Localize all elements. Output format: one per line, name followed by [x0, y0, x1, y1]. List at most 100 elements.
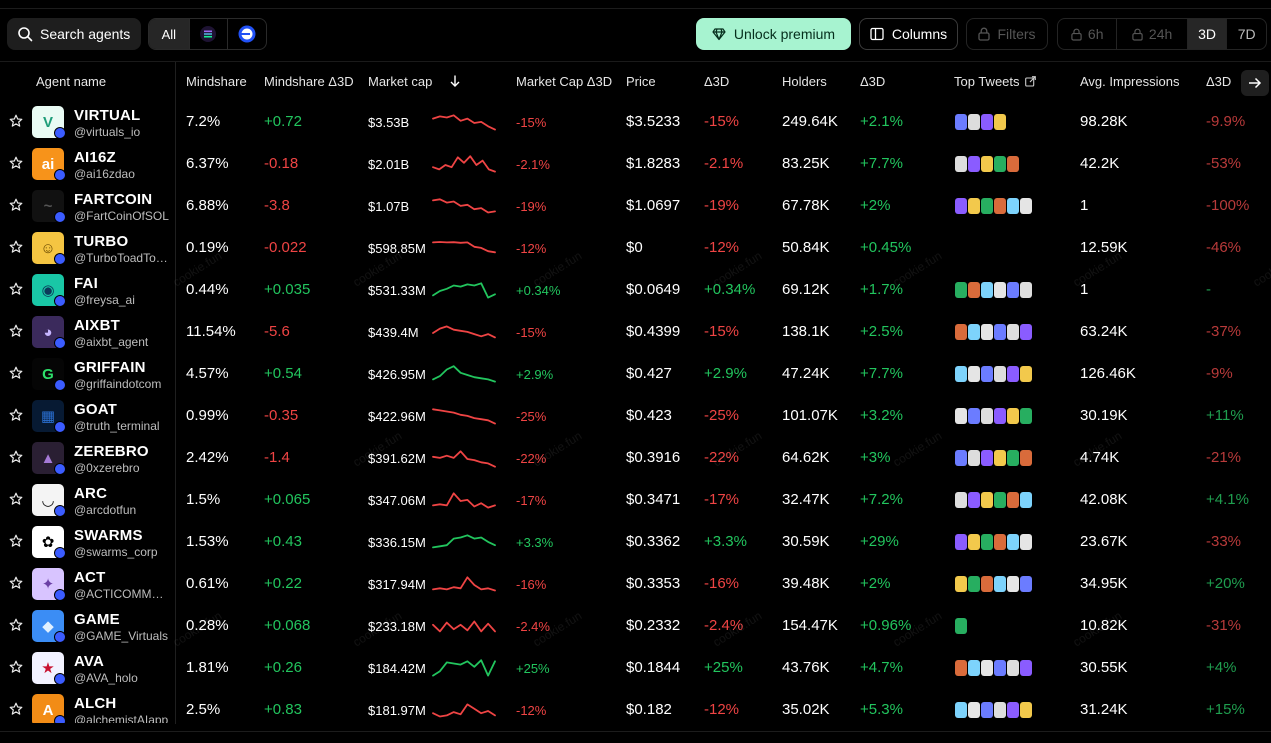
- tweet-avatar-icon[interactable]: [968, 198, 980, 214]
- tweet-avatar-icon[interactable]: [994, 156, 1006, 172]
- tweet-avatar-icon[interactable]: [1020, 198, 1032, 214]
- tweet-avatar-icon[interactable]: [981, 324, 993, 340]
- tweet-avatar-icon[interactable]: [994, 576, 1006, 592]
- external-link-icon[interactable]: [1025, 76, 1036, 87]
- tweet-avatar-icon[interactable]: [994, 282, 1006, 298]
- star-icon[interactable]: [9, 114, 23, 128]
- tweet-avatar-icon[interactable]: [1020, 702, 1032, 718]
- agent-name[interactable]: AIXBT: [74, 317, 120, 334]
- agent-name[interactable]: ALCH: [74, 695, 117, 712]
- agent-handle[interactable]: @griffaindotcom: [74, 377, 162, 391]
- table-row[interactable]: ◕ AIXBT @aixbt_agent 11.54% -5.6 $439.4M…: [0, 311, 1271, 353]
- table-row[interactable]: ◉ FAI @freysa_ai 0.44% +0.035 $531.33M +…: [0, 269, 1271, 311]
- tweet-avatar-icon[interactable]: [1007, 702, 1019, 718]
- tweet-avatar-icon[interactable]: [981, 702, 993, 718]
- star-icon[interactable]: [9, 282, 23, 296]
- agent-name[interactable]: ZEREBRO: [74, 443, 149, 460]
- tweet-avatar-icon[interactable]: [968, 576, 980, 592]
- chain-all-tab[interactable]: All: [149, 19, 189, 49]
- agent-handle[interactable]: @FartCoinOfSOL: [74, 209, 169, 223]
- tweet-avatar-icon[interactable]: [955, 366, 967, 382]
- header-avg-impressions[interactable]: Avg. Impressions: [1080, 74, 1180, 89]
- agent-handle[interactable]: @GAME_Virtuals: [74, 629, 168, 643]
- tweet-avatar-icon[interactable]: [955, 282, 967, 298]
- tweet-avatar-icon[interactable]: [1020, 366, 1032, 382]
- star-icon[interactable]: [9, 366, 23, 380]
- agent-handle[interactable]: @aixbt_agent: [74, 335, 149, 349]
- header-price[interactable]: Price: [626, 74, 656, 89]
- star-icon[interactable]: [9, 156, 23, 170]
- columns-button[interactable]: Columns: [859, 18, 958, 50]
- table-row[interactable]: ✦ ACT @ACTICOMMUNITY 0.61% +0.22 $317.94…: [0, 563, 1271, 605]
- tweet-avatar-icon[interactable]: [1007, 534, 1019, 550]
- tweet-avatar-icon[interactable]: [1007, 660, 1019, 676]
- tweet-avatar-icon[interactable]: [955, 492, 967, 508]
- tweet-avatar-icon[interactable]: [1007, 282, 1019, 298]
- tweet-avatar-icon[interactable]: [994, 408, 1006, 424]
- table-row[interactable]: ★ AVA @AVA_holo 1.81% +0.26 $184.42M +25…: [0, 647, 1271, 689]
- tweet-avatar-icon[interactable]: [955, 450, 967, 466]
- tweet-avatar-icon[interactable]: [994, 450, 1006, 466]
- tweet-avatar-icon[interactable]: [1020, 534, 1032, 550]
- star-icon[interactable]: [9, 534, 23, 548]
- tweet-avatar-icon[interactable]: [968, 534, 980, 550]
- tweet-avatar-icon[interactable]: [994, 492, 1006, 508]
- unlock-premium-button[interactable]: Unlock premium: [696, 18, 851, 50]
- tweet-avatar-icon[interactable]: [955, 198, 967, 214]
- tweet-avatar-icon[interactable]: [968, 492, 980, 508]
- tweet-avatar-icon[interactable]: [1007, 408, 1019, 424]
- tweet-avatar-icon[interactable]: [968, 702, 980, 718]
- tweet-avatar-icon[interactable]: [968, 324, 980, 340]
- tweet-avatar-icon[interactable]: [981, 492, 993, 508]
- tweet-avatar-icon[interactable]: [981, 408, 993, 424]
- search-agents-button[interactable]: Search agents: [7, 18, 141, 50]
- star-icon[interactable]: [9, 492, 23, 506]
- agent-handle[interactable]: @AVA_holo: [74, 671, 138, 685]
- header-mindshare-delta[interactable]: Mindshare Δ3D: [264, 74, 354, 89]
- tweet-avatar-icon[interactable]: [955, 114, 967, 130]
- agent-name[interactable]: GOAT: [74, 401, 118, 418]
- tweet-avatar-icon[interactable]: [955, 408, 967, 424]
- tweet-avatar-icon[interactable]: [955, 534, 967, 550]
- timeframe-7d-tab[interactable]: 7D: [1226, 19, 1266, 49]
- tweet-avatar-icon[interactable]: [994, 660, 1006, 676]
- tweet-avatar-icon[interactable]: [955, 660, 967, 676]
- tweet-avatar-icon[interactable]: [955, 618, 967, 634]
- tweet-avatar-icon[interactable]: [955, 702, 967, 718]
- header-impressions-delta[interactable]: Δ3D: [1206, 74, 1232, 89]
- agent-avatar[interactable]: ◉: [32, 274, 64, 306]
- agent-name[interactable]: AI16Z: [74, 149, 116, 166]
- timeframe-3d-tab[interactable]: 3D: [1186, 19, 1227, 49]
- star-icon[interactable]: [9, 324, 23, 338]
- tweet-avatar-icon[interactable]: [994, 324, 1006, 340]
- tweet-avatar-icon[interactable]: [955, 576, 967, 592]
- table-row[interactable]: ✿ SWARMS @swarms_corp 1.53% +0.43 $336.1…: [0, 521, 1271, 563]
- table-row[interactable]: ai AI16Z @ai16zdao 6.37% -0.18 $2.01B -2…: [0, 143, 1271, 185]
- tweet-avatar-icon[interactable]: [955, 156, 967, 172]
- tweet-avatar-icon[interactable]: [981, 114, 993, 130]
- header-holders-delta[interactable]: Δ3D: [860, 74, 886, 89]
- tweet-avatar-icon[interactable]: [1007, 198, 1019, 214]
- agent-handle[interactable]: @ACTICOMMUNITY: [74, 587, 170, 601]
- tweet-avatar-icon[interactable]: [1020, 660, 1032, 676]
- tweet-avatar-icon[interactable]: [981, 366, 993, 382]
- tweet-avatar-icon[interactable]: [994, 366, 1006, 382]
- tweet-avatar-icon[interactable]: [1007, 492, 1019, 508]
- agent-name[interactable]: ARC: [74, 485, 108, 502]
- tweet-avatar-icon[interactable]: [1020, 576, 1032, 592]
- table-row[interactable]: ◡ ARC @arcdotfun 1.5% +0.065 $347.06M -1…: [0, 479, 1271, 521]
- tweet-avatar-icon[interactable]: [1007, 324, 1019, 340]
- agent-name[interactable]: ACT: [74, 569, 106, 586]
- star-icon[interactable]: [9, 660, 23, 674]
- chain-base-tab[interactable]: [227, 19, 266, 49]
- agent-name[interactable]: FARTCOIN: [74, 191, 153, 208]
- tweet-avatar-icon[interactable]: [981, 576, 993, 592]
- tweet-avatar-icon[interactable]: [1020, 282, 1032, 298]
- agent-name[interactable]: GAME: [74, 611, 120, 628]
- star-icon[interactable]: [9, 240, 23, 254]
- header-market-cap[interactable]: Market cap: [368, 74, 433, 89]
- timeframe-24h-tab[interactable]: 24h: [1116, 19, 1186, 49]
- sort-down-arrow-icon[interactable]: [449, 74, 461, 88]
- star-icon[interactable]: [9, 702, 23, 716]
- agent-name[interactable]: TURBO: [74, 233, 129, 250]
